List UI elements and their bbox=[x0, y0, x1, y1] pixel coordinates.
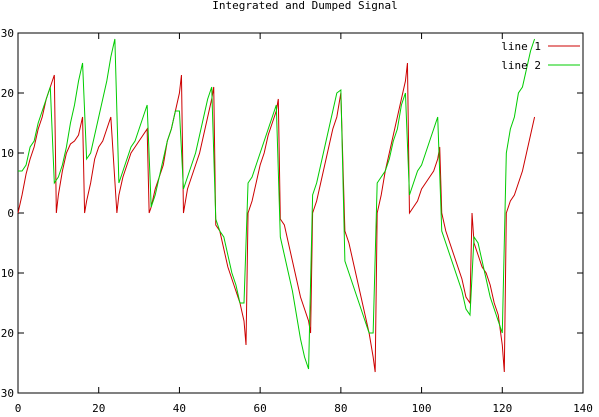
y-tick-label: 0 bbox=[7, 207, 14, 220]
y-tick-label: 30 bbox=[1, 27, 14, 40]
y-tick-label: 10 bbox=[1, 147, 14, 160]
x-tick-label: 40 bbox=[173, 402, 186, 415]
legend-label-2: line 2 bbox=[501, 59, 541, 72]
legend-label-1: line 1 bbox=[501, 40, 541, 53]
y-tick-label: 20 bbox=[1, 327, 14, 340]
x-tick-label: 20 bbox=[92, 402, 105, 415]
series-line-1 bbox=[17, 62, 536, 373]
x-tick-label: 100 bbox=[412, 402, 432, 415]
series-layer bbox=[17, 38, 536, 373]
series-line-2 bbox=[18, 38, 536, 370]
legend: line 1 line 2 bbox=[501, 40, 580, 72]
x-tick-label: 0 bbox=[15, 402, 22, 415]
y-tick-label: 20 bbox=[1, 87, 14, 100]
y-tick-label: 30 bbox=[1, 387, 14, 400]
y-tick-label: 10 bbox=[1, 267, 14, 280]
chart-title: Integrated and Dumped Signal bbox=[212, 0, 397, 12]
x-tick-label: 80 bbox=[334, 402, 347, 415]
x-tick-label: 120 bbox=[492, 402, 512, 415]
x-tick-label: 140 bbox=[573, 402, 593, 415]
x-tick-label: 60 bbox=[254, 402, 267, 415]
